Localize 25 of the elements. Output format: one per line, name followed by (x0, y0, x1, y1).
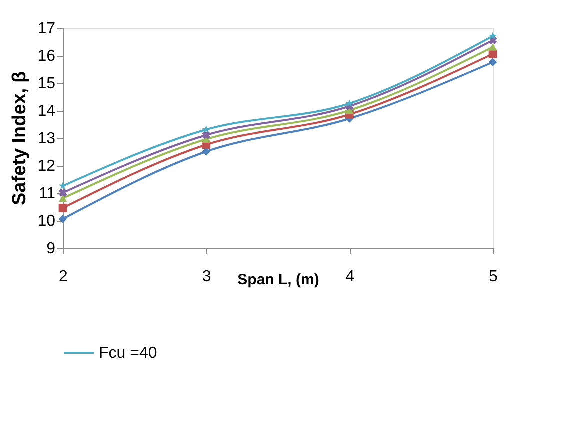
y-tick-label: 12 (38, 158, 56, 175)
y-tick-label: 11 (38, 186, 56, 202)
y-tick-label: 9 (46, 240, 56, 258)
y-tick-label: 13 (38, 130, 56, 148)
x-tick-label: 4 (346, 268, 355, 286)
y-tick-label: 16 (38, 48, 56, 65)
legend-label: Fcu =40 (99, 345, 158, 362)
point (489, 32, 497, 40)
point (488, 58, 498, 67)
point (58, 214, 68, 224)
y-axis-title: Safety Index, β (10, 71, 31, 206)
point (488, 44, 498, 51)
point (58, 194, 68, 202)
y-tick-label: 10 (38, 213, 56, 230)
y-tick-label: 17 (38, 20, 56, 38)
y-tick-label: 15 (38, 76, 56, 92)
x-axis-title: Span L, (m) (238, 272, 320, 288)
x-tick-label: 2 (59, 268, 68, 286)
x-tick-label: 5 (489, 268, 498, 286)
point (58, 204, 68, 212)
x-tick-label: 3 (202, 268, 212, 286)
point (58, 188, 68, 198)
point (202, 131, 210, 140)
point (59, 182, 67, 190)
y-tick-label: 14 (38, 103, 56, 120)
